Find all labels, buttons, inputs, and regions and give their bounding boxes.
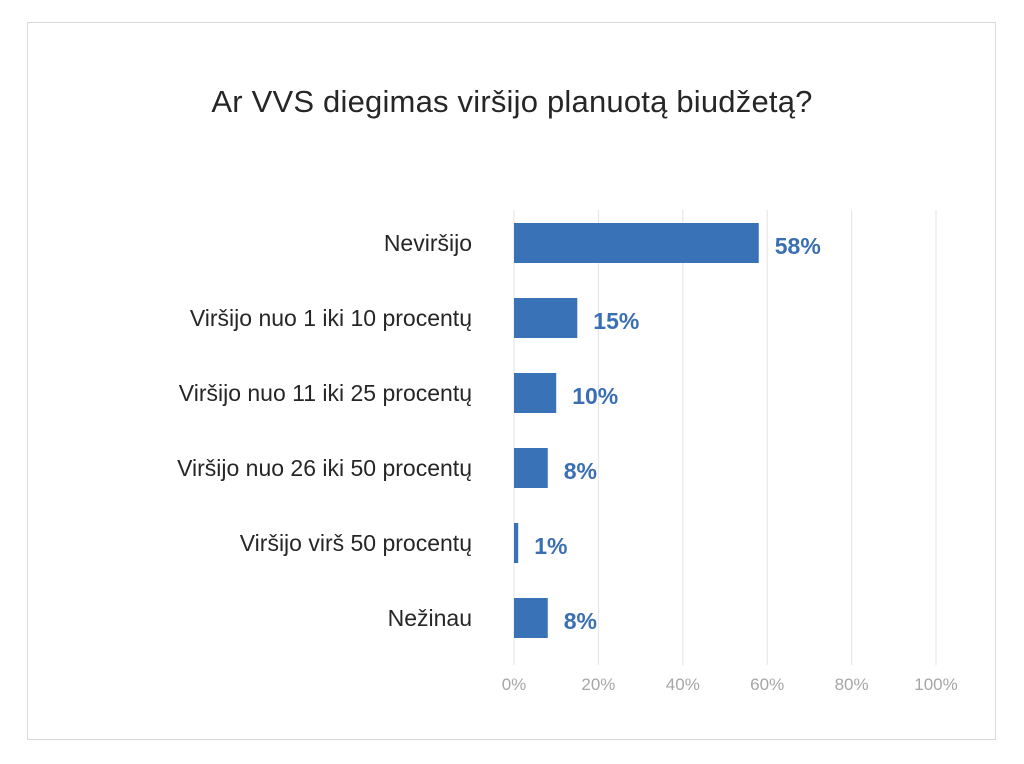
- x-tick-label: 40%: [666, 675, 700, 694]
- x-tick-label: 100%: [914, 675, 957, 694]
- bars: [514, 223, 759, 638]
- x-tick-label: 20%: [581, 675, 615, 694]
- bar: [514, 373, 557, 413]
- value-labels: 58% 15% 10% 8% 1% 8%: [534, 233, 821, 634]
- data-label: 1%: [534, 533, 567, 559]
- x-tick-label: 80%: [835, 675, 869, 694]
- bar: [514, 448, 548, 488]
- category-label: Viršijo nuo 1 iki 10 procentų: [190, 305, 472, 331]
- data-label: 15%: [593, 308, 639, 334]
- bar: [514, 523, 519, 563]
- data-label: 58%: [775, 233, 821, 259]
- category-label: Nežinau: [388, 605, 472, 631]
- bar: [514, 598, 548, 638]
- data-label: 8%: [564, 458, 597, 484]
- category-label: Viršijo nuo 11 iki 25 procentų: [179, 380, 472, 406]
- gridlines: [513, 210, 937, 665]
- data-label: 8%: [564, 608, 597, 634]
- category-label: Viršijo virš 50 procentų: [240, 530, 472, 556]
- category-label: Viršijo nuo 26 iki 50 procentų: [177, 455, 472, 481]
- category-labels: Neviršijo Viršijo nuo 1 iki 10 procentų Vi…: [177, 230, 472, 631]
- x-tick-label: 0%: [502, 675, 527, 694]
- chart-title: Ar VVS diegimas viršijo planuotą biudžet…: [211, 84, 813, 119]
- x-axis-ticks: 0% 20% 40% 60% 80% 100%: [502, 675, 958, 694]
- chart-frame: [27, 22, 996, 740]
- x-tick-label: 60%: [750, 675, 784, 694]
- bar: [514, 298, 578, 338]
- data-label: 10%: [572, 383, 618, 409]
- bar: [514, 223, 759, 263]
- category-label: Neviršijo: [384, 230, 472, 256]
